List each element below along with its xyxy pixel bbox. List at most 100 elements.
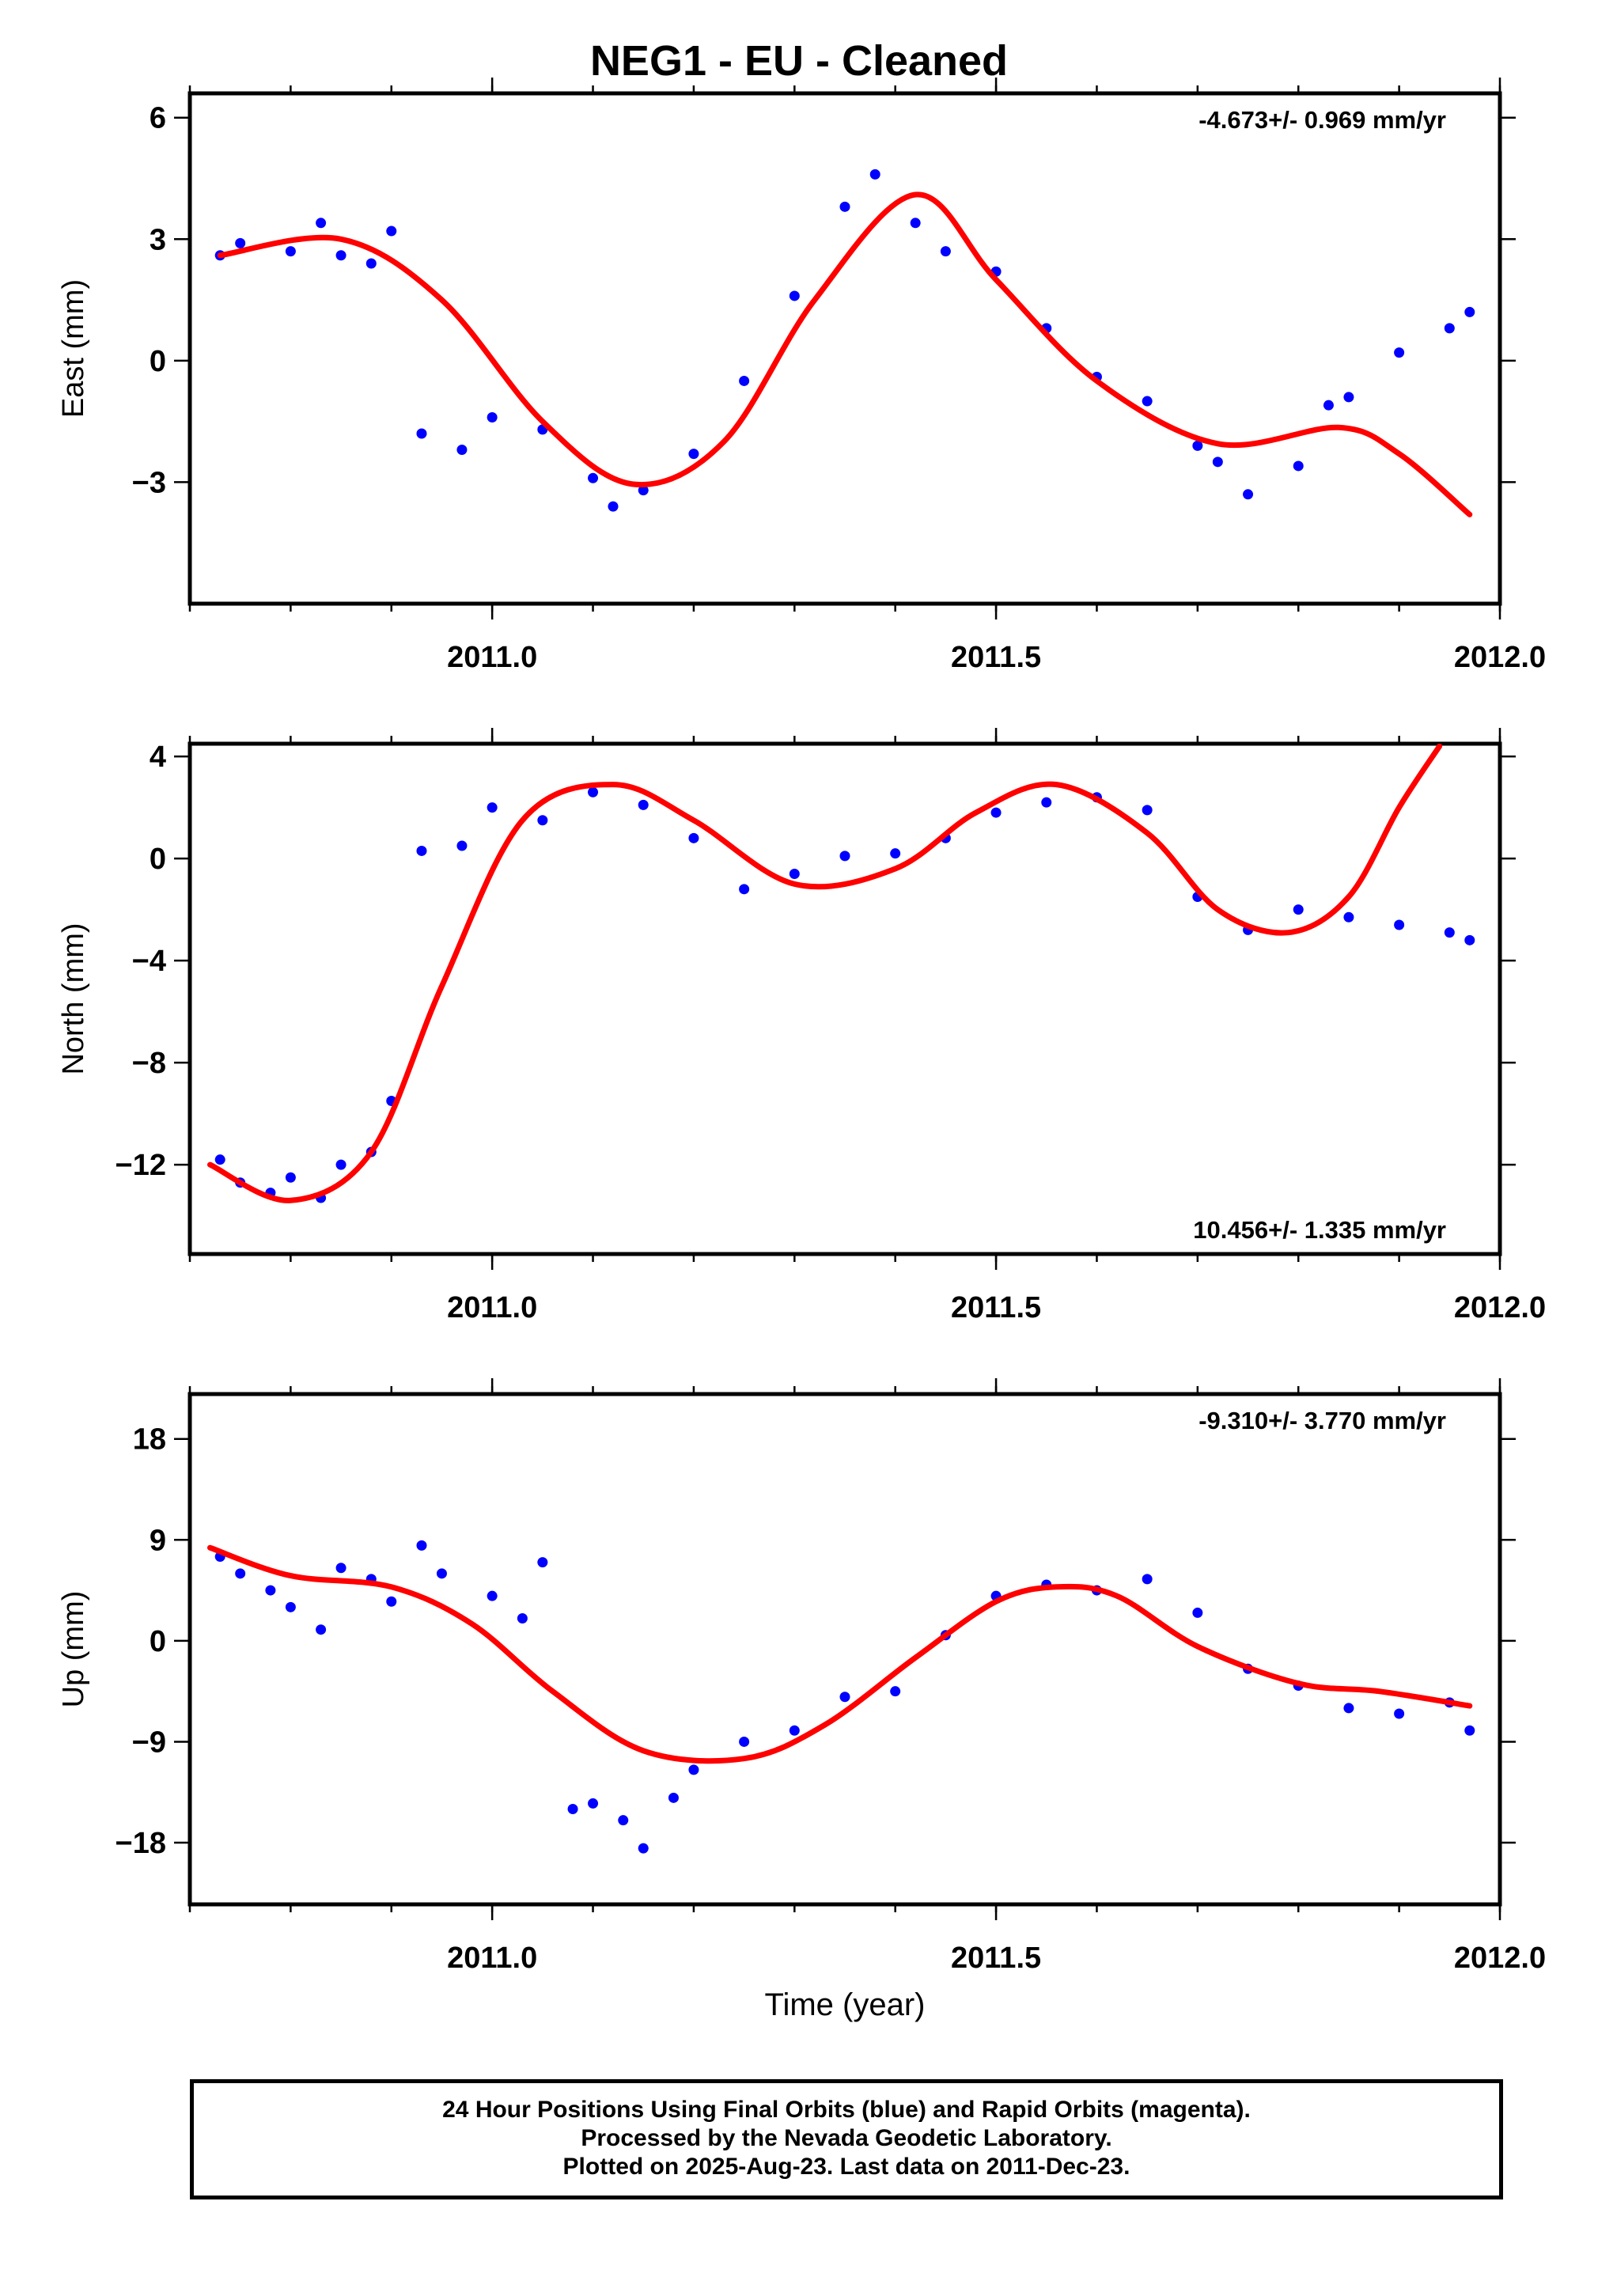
data-point: [416, 428, 427, 439]
y-axis-label: East (mm): [57, 279, 90, 418]
data-point: [1243, 489, 1254, 500]
data-point: [285, 1172, 296, 1183]
data-point: [1464, 306, 1475, 317]
y-tick-label: 0: [150, 345, 166, 378]
plot-frame-east: [187, 91, 1502, 606]
data-point: [1343, 392, 1354, 403]
data-point: [890, 1686, 901, 1697]
data-point: [235, 1568, 246, 1579]
y-tick-label: 3: [150, 223, 166, 256]
x-tick-label: 2011.0: [447, 1291, 537, 1324]
y-tick-label: −8: [132, 1047, 166, 1080]
data-point: [416, 1540, 427, 1551]
data-point: [1444, 927, 1455, 938]
data-point: [739, 375, 750, 386]
caption-line-1: 24 Hour Positions Using Final Orbits (bl…: [442, 2097, 1251, 2123]
data-point: [386, 1596, 397, 1607]
data-point: [285, 1601, 296, 1612]
data-point: [335, 250, 346, 261]
plot-frame-up: [187, 1392, 1502, 1907]
data-point: [537, 815, 548, 826]
data-point: [456, 840, 468, 851]
x-tick-label: 2012.0: [1454, 1291, 1546, 1324]
data-point: [1142, 1574, 1153, 1585]
data-point: [386, 225, 397, 237]
data-point: [285, 246, 296, 257]
data-point: [1212, 457, 1223, 468]
data-point: [316, 218, 327, 229]
y-tick-label: −12: [115, 1149, 166, 1182]
y-tick-label: 4: [150, 741, 166, 774]
data-point: [1464, 934, 1475, 945]
y-tick-label: −4: [132, 945, 166, 978]
x-tick-label: 2011.0: [447, 641, 537, 674]
data-point: [1192, 1607, 1203, 1618]
data-point: [1444, 323, 1455, 334]
data-point: [1142, 805, 1153, 816]
data-point: [839, 851, 850, 862]
data-point: [618, 1815, 629, 1826]
data-point: [1464, 1725, 1475, 1736]
rate-annotation: -4.673+/- 0.969 mm/yr: [1198, 106, 1446, 134]
data-point: [316, 1624, 327, 1635]
data-point: [487, 1590, 498, 1601]
y-axis-label: North (mm): [57, 923, 90, 1074]
data-point: [588, 1798, 599, 1809]
data-east: [214, 169, 1475, 517]
data-point: [588, 786, 599, 798]
data-point: [487, 802, 498, 813]
panel-up: 2011.0 2011.5 2012.0 18 9 0 −9 −18 Up (mm) Time (…: [57, 1378, 1546, 2022]
data-point: [588, 472, 599, 483]
x-tick-label: 2012.0: [1454, 641, 1546, 674]
y-tick-label: −18: [115, 1827, 166, 1860]
x-axis-label: Time (year): [765, 1987, 926, 2022]
data-point: [1293, 904, 1304, 915]
data-point: [668, 1792, 679, 1803]
data-point: [688, 449, 699, 460]
data-point: [839, 1692, 850, 1703]
y-tick-label: −9: [132, 1726, 166, 1759]
data-point: [335, 1159, 346, 1170]
data-point: [335, 1563, 346, 1574]
data-point: [265, 1585, 276, 1596]
y-axis-label: Up (mm): [57, 1591, 90, 1708]
data-point: [890, 848, 901, 859]
data-point: [789, 1725, 800, 1736]
data-point: [638, 799, 649, 810]
data-point: [517, 1613, 528, 1624]
rate-annotation: -9.310+/- 3.770 mm/yr: [1198, 1407, 1446, 1434]
data-up: [207, 1540, 1475, 1854]
y-tick-label: 0: [150, 1625, 166, 1658]
x-tick-label: 2011.0: [447, 1942, 537, 1975]
data-point: [365, 258, 377, 269]
x-tick-label: 2012.0: [1454, 1942, 1546, 1975]
data-point: [608, 501, 619, 512]
fit-curve: [207, 744, 1443, 1203]
fit-curve: [217, 191, 1473, 517]
data-point: [456, 444, 468, 455]
data-point: [739, 884, 750, 895]
data-point: [1041, 797, 1052, 808]
data-point: [638, 485, 649, 496]
data-point: [235, 237, 246, 248]
data-point: [1394, 1708, 1405, 1719]
caption-line-3: Plotted on 2025-Aug-23. Last data on 201…: [562, 2154, 1130, 2180]
caption-box: 24 Hour Positions Using Final Orbits (bl…: [190, 2079, 1503, 2199]
x-tick-label: 2011.5: [951, 1942, 1041, 1975]
data-point: [416, 845, 427, 856]
data-point: [1343, 911, 1354, 923]
data-point: [1394, 919, 1405, 930]
data-point: [1142, 396, 1153, 407]
data-point: [1323, 400, 1334, 411]
data-point: [910, 218, 921, 229]
y-tick-label: 0: [150, 843, 166, 876]
data-point: [1293, 460, 1304, 472]
x-tick-label: 2011.5: [951, 1291, 1041, 1324]
data-point: [214, 1154, 225, 1165]
data-point: [567, 1804, 578, 1815]
fit-curve: [207, 1544, 1473, 1764]
rate-annotation: 10.456+/- 1.335 mm/yr: [1193, 1216, 1446, 1244]
x-tick-label: 2011.5: [951, 641, 1041, 674]
